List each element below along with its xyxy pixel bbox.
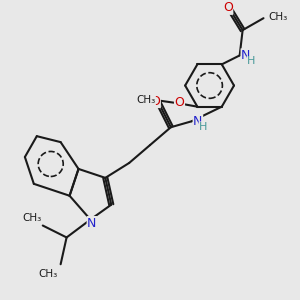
Text: H: H bbox=[199, 122, 207, 132]
Text: CH₃: CH₃ bbox=[268, 12, 287, 22]
Text: CH₃: CH₃ bbox=[22, 212, 41, 223]
Text: CH₃: CH₃ bbox=[38, 269, 58, 279]
Text: CH₃: CH₃ bbox=[136, 95, 156, 105]
Text: O: O bbox=[223, 1, 233, 14]
Text: H: H bbox=[247, 56, 255, 66]
Text: N: N bbox=[193, 115, 203, 128]
Text: N: N bbox=[87, 217, 97, 230]
Text: O: O bbox=[150, 94, 160, 107]
Text: O: O bbox=[175, 96, 184, 109]
Text: N: N bbox=[241, 49, 250, 62]
